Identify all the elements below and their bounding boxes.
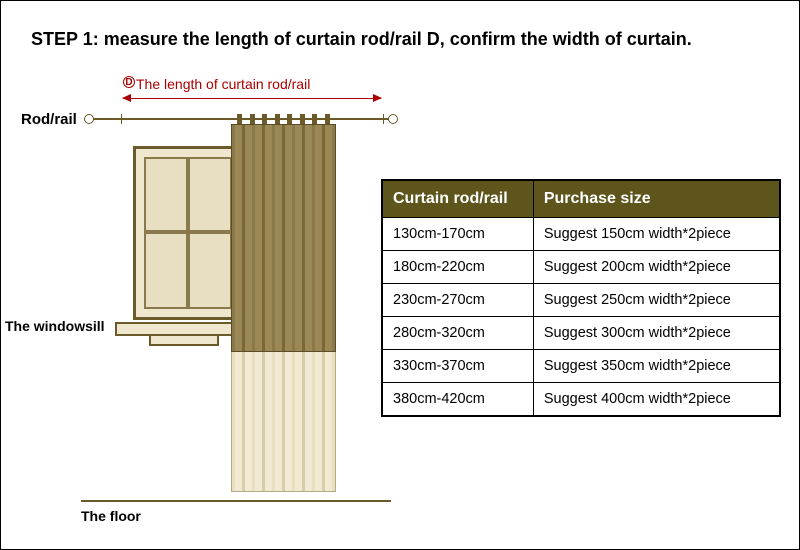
table-row: 380cm-420cmSuggest 400cm width*2piece xyxy=(383,383,780,416)
window-icon xyxy=(133,146,243,320)
windowsill-base xyxy=(149,336,219,346)
table-cell: 230cm-270cm xyxy=(383,284,534,317)
table-cell: Suggest 200cm width*2piece xyxy=(533,251,779,284)
table-cell: 330cm-370cm xyxy=(383,350,534,383)
table-cell: 380cm-420cm xyxy=(383,383,534,416)
table-row: 230cm-270cmSuggest 250cm width*2piece xyxy=(383,284,780,317)
col-rod-rail: Curtain rod/rail xyxy=(383,181,534,218)
windowsill-label: The windowsill xyxy=(5,318,105,334)
table-cell: Suggest 300cm width*2piece xyxy=(533,317,779,350)
measurement-diagram: D The length of curtain rod/rail Rod/rai… xyxy=(21,76,401,516)
curtain-icon xyxy=(231,124,336,492)
floor-label: The floor xyxy=(81,508,141,524)
table-cell: Suggest 150cm width*2piece xyxy=(533,218,779,251)
floor-line xyxy=(81,500,391,502)
table-cell: 280cm-320cm xyxy=(383,317,534,350)
table-row: 130cm-170cmSuggest 150cm width*2piece xyxy=(383,218,780,251)
rod-tick-left xyxy=(121,114,122,124)
table-cell: Suggest 250cm width*2piece xyxy=(533,284,779,317)
table-cell: Suggest 400cm width*2piece xyxy=(533,383,779,416)
table-row: 180cm-220cmSuggest 200cm width*2piece xyxy=(383,251,780,284)
size-table: Curtain rod/rail Purchase size 130cm-170… xyxy=(381,179,781,417)
rod-rail-label: Rod/rail xyxy=(21,111,77,128)
d-label: The length of curtain rod/rail xyxy=(136,76,310,92)
d-marker: D xyxy=(123,76,135,88)
step-title: STEP 1: measure the length of curtain ro… xyxy=(31,29,692,50)
col-purchase-size: Purchase size xyxy=(533,181,779,218)
table-row: 280cm-320cmSuggest 300cm width*2piece xyxy=(383,317,780,350)
table-cell: 180cm-220cm xyxy=(383,251,534,284)
rod-tick-right xyxy=(383,114,384,124)
length-arrow xyxy=(123,98,381,99)
table-header-row: Curtain rod/rail Purchase size xyxy=(383,181,780,218)
table-cell: Suggest 350cm width*2piece xyxy=(533,350,779,383)
table-row: 330cm-370cmSuggest 350cm width*2piece xyxy=(383,350,780,383)
table-cell: 130cm-170cm xyxy=(383,218,534,251)
